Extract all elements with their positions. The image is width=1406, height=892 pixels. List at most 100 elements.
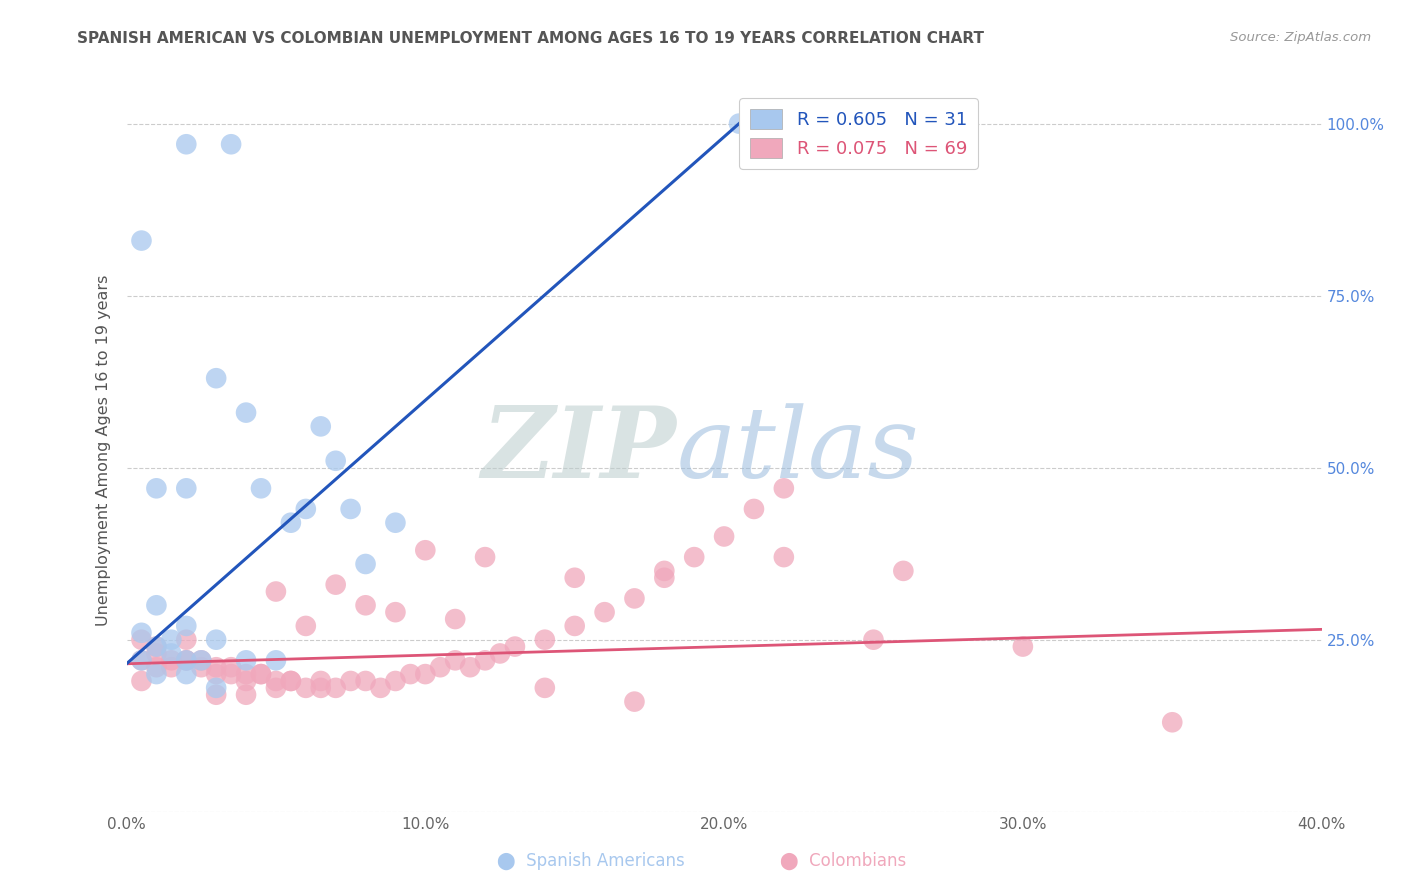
Point — [415, 667, 437, 681]
Point — [564, 619, 586, 633]
Point — [623, 695, 645, 709]
Point — [444, 653, 467, 667]
Point — [652, 571, 675, 585]
Point — [294, 619, 316, 633]
Point — [728, 117, 751, 131]
Point — [773, 481, 796, 495]
Point — [131, 673, 153, 688]
Point — [174, 481, 197, 495]
Point — [503, 640, 526, 654]
Point — [264, 584, 287, 599]
Point — [235, 653, 257, 667]
Point — [309, 419, 332, 434]
Point — [444, 612, 467, 626]
Point — [564, 571, 586, 585]
Point — [174, 619, 197, 633]
Point — [145, 667, 167, 681]
Point — [174, 653, 197, 667]
Point — [623, 591, 645, 606]
Point — [280, 516, 302, 530]
Point — [384, 605, 406, 619]
Point — [190, 653, 212, 667]
Point — [593, 605, 616, 619]
Point — [205, 688, 228, 702]
Point — [145, 599, 167, 613]
Y-axis label: Unemployment Among Ages 16 to 19 years: Unemployment Among Ages 16 to 19 years — [96, 275, 111, 626]
Point — [205, 667, 228, 681]
Point — [264, 673, 287, 688]
Point — [280, 673, 302, 688]
Point — [235, 673, 257, 688]
Point — [250, 667, 273, 681]
Text: ⬤  Spanish Americans: ⬤ Spanish Americans — [496, 852, 685, 870]
Point — [160, 647, 183, 661]
Point — [370, 681, 392, 695]
Point — [458, 660, 481, 674]
Point — [145, 640, 167, 654]
Point — [354, 599, 377, 613]
Point — [174, 632, 197, 647]
Point — [325, 454, 347, 468]
Point — [235, 667, 257, 681]
Point — [131, 653, 153, 667]
Legend: R = 0.605   N = 31, R = 0.075   N = 69: R = 0.605 N = 31, R = 0.075 N = 69 — [740, 98, 979, 169]
Point — [713, 529, 735, 543]
Point — [205, 371, 228, 385]
Point — [893, 564, 915, 578]
Point — [145, 481, 167, 495]
Point — [339, 502, 361, 516]
Point — [131, 234, 153, 248]
Point — [429, 660, 451, 674]
Point — [325, 577, 347, 591]
Point — [264, 681, 287, 695]
Point — [160, 632, 183, 647]
Point — [205, 660, 228, 674]
Point — [652, 564, 675, 578]
Point — [160, 653, 183, 667]
Point — [131, 653, 153, 667]
Point — [683, 550, 706, 565]
Point — [309, 673, 332, 688]
Point — [219, 660, 242, 674]
Point — [294, 681, 316, 695]
Point — [773, 550, 796, 565]
Text: SPANISH AMERICAN VS COLOMBIAN UNEMPLOYMENT AMONG AGES 16 TO 19 YEARS CORRELATION: SPANISH AMERICAN VS COLOMBIAN UNEMPLOYME… — [77, 31, 984, 46]
Point — [862, 632, 884, 647]
Text: atlas: atlas — [676, 403, 920, 498]
Text: ZIP: ZIP — [481, 402, 676, 499]
Point — [280, 673, 302, 688]
Text: Source: ZipAtlas.com: Source: ZipAtlas.com — [1230, 31, 1371, 45]
Point — [131, 625, 153, 640]
Point — [145, 647, 167, 661]
Point — [339, 673, 361, 688]
Point — [145, 660, 167, 674]
Point — [384, 673, 406, 688]
Point — [325, 681, 347, 695]
Point — [160, 660, 183, 674]
Point — [399, 667, 422, 681]
Point — [205, 632, 228, 647]
Point — [474, 550, 496, 565]
Point — [250, 481, 273, 495]
Point — [1011, 640, 1033, 654]
Point — [174, 653, 197, 667]
Point — [264, 653, 287, 667]
Point — [294, 502, 316, 516]
Point — [384, 516, 406, 530]
Point — [190, 653, 212, 667]
Point — [145, 640, 167, 654]
Text: ⬤  Colombians: ⬤ Colombians — [780, 852, 907, 870]
Point — [235, 406, 257, 420]
Point — [131, 632, 153, 647]
Point — [354, 557, 377, 571]
Point — [205, 681, 228, 695]
Point — [219, 137, 242, 152]
Point — [250, 667, 273, 681]
Point — [1161, 715, 1184, 730]
Point — [415, 543, 437, 558]
Point — [742, 502, 765, 516]
Point — [474, 653, 496, 667]
Point — [489, 647, 512, 661]
Point — [235, 688, 257, 702]
Point — [534, 681, 557, 695]
